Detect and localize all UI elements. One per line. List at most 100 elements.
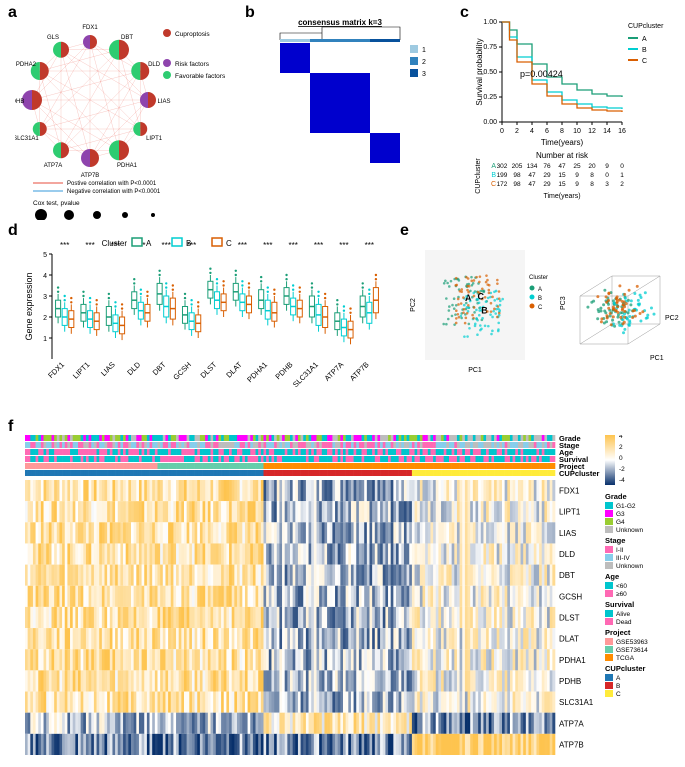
- svg-text:PDHA1: PDHA1: [117, 163, 138, 169]
- svg-text:B: B: [642, 47, 647, 54]
- panel-e-pca: ABCPC1PC2ClusterABCPC1PC2PC3: [405, 235, 680, 405]
- label-f: f: [8, 418, 13, 436]
- svg-text:SLC31A1: SLC31A1: [291, 360, 320, 389]
- label-b: b: [245, 4, 255, 22]
- svg-text:0: 0: [500, 128, 504, 135]
- svg-text:ATP7B: ATP7B: [81, 173, 100, 179]
- svg-text:LIPT1: LIPT1: [559, 508, 581, 517]
- svg-text:Risk factors: Risk factors: [175, 61, 210, 68]
- panel-a-network: FDX1 DBT DLD LIAS LIPT1 PDHA1 ATP7B ATP7A SLC31A…: [15, 15, 225, 220]
- svg-text:C: C: [226, 239, 232, 248]
- svg-text:12: 12: [588, 128, 596, 135]
- svg-text:C: C: [642, 58, 647, 65]
- svg-text:Gene expression: Gene expression: [24, 272, 34, 340]
- svg-text:20: 20: [588, 163, 596, 170]
- svg-text:1.00: 1.00: [483, 19, 497, 26]
- panel-b-consensus: consensus matrix k=3123: [260, 15, 445, 175]
- svg-text:0.00: 0.00: [483, 119, 497, 126]
- svg-text:0.50: 0.50: [483, 69, 497, 76]
- svg-text:29: 29: [543, 172, 551, 179]
- svg-text:PC1: PC1: [650, 355, 664, 362]
- svg-text:PC2: PC2: [410, 298, 417, 312]
- svg-text:consensus matrix k=3: consensus matrix k=3: [298, 18, 382, 27]
- svg-text:***: ***: [339, 241, 348, 250]
- svg-text:3: 3: [605, 181, 609, 188]
- svg-text:FDX1: FDX1: [82, 25, 98, 31]
- svg-text:SLC31A1: SLC31A1: [15, 136, 39, 142]
- svg-text:302: 302: [497, 163, 508, 170]
- svg-text:8: 8: [560, 128, 564, 135]
- svg-text:CUPcluster: CUPcluster: [559, 469, 600, 478]
- svg-text:Cuproptosis: Cuproptosis: [175, 31, 210, 38]
- svg-text:2: 2: [620, 181, 624, 188]
- panel-f-heatmap: GradeStageAgeSurvivalProjectCUPclusterFD…: [20, 435, 670, 760]
- svg-text:CUPcluster: CUPcluster: [628, 23, 664, 30]
- svg-text:Time(years): Time(years): [543, 193, 580, 200]
- svg-text:47: 47: [528, 172, 536, 179]
- svg-text:DBT: DBT: [121, 35, 133, 41]
- svg-text:47: 47: [528, 181, 536, 188]
- svg-text:PDHB: PDHB: [15, 99, 24, 105]
- svg-text:Cox test, pvalue: Cox test, pvalue: [33, 200, 80, 207]
- svg-text:1: 1: [422, 47, 426, 54]
- svg-text:DLD: DLD: [559, 550, 575, 559]
- svg-text:205: 205: [512, 163, 523, 170]
- svg-text:LIPT1: LIPT1: [146, 136, 163, 142]
- svg-text:29: 29: [543, 181, 551, 188]
- svg-text:A: A: [538, 287, 542, 293]
- svg-text:0.75: 0.75: [483, 44, 497, 51]
- svg-text:CUPcluster: CUPcluster: [475, 158, 482, 194]
- svg-text:DLD: DLD: [148, 62, 161, 68]
- panel-c-survival: 02468101214160.000.250.500.751.00p=0.004…: [470, 12, 680, 207]
- svg-text:PDHB: PDHB: [273, 360, 294, 381]
- svg-text:10: 10: [573, 128, 581, 135]
- svg-text:LIPT1: LIPT1: [71, 360, 92, 381]
- svg-text:GCSH: GCSH: [171, 360, 193, 382]
- svg-text:C: C: [491, 181, 496, 188]
- svg-text:2: 2: [422, 59, 426, 66]
- svg-text:4: 4: [530, 128, 534, 135]
- svg-text:LIAS: LIAS: [559, 529, 576, 538]
- svg-text:***: ***: [162, 241, 171, 250]
- svg-text:15: 15: [558, 172, 566, 179]
- svg-text:DLD: DLD: [125, 360, 142, 377]
- svg-text:FDX1: FDX1: [559, 487, 580, 496]
- svg-text:2: 2: [515, 128, 519, 135]
- svg-text:9: 9: [575, 181, 579, 188]
- svg-text:DLAT: DLAT: [224, 360, 244, 380]
- svg-text:Survival probability: Survival probability: [475, 38, 484, 105]
- svg-text:GLS: GLS: [47, 35, 59, 41]
- svg-text:15: 15: [558, 181, 566, 188]
- svg-text:134: 134: [527, 163, 538, 170]
- svg-text:ATP7A: ATP7A: [44, 163, 63, 169]
- svg-text:0.25: 0.25: [483, 94, 497, 101]
- svg-text:98: 98: [513, 181, 521, 188]
- svg-text:14: 14: [603, 128, 611, 135]
- svg-text:A: A: [146, 239, 152, 248]
- svg-text:Postive correlation with P<0.0: Postive correlation with P<0.0001: [67, 181, 157, 187]
- svg-text:0: 0: [620, 163, 624, 170]
- svg-text:0: 0: [605, 172, 609, 179]
- svg-text:FDX1: FDX1: [46, 360, 66, 380]
- svg-text:172: 172: [497, 181, 508, 188]
- svg-text:LIAS: LIAS: [99, 360, 117, 378]
- svg-text:8: 8: [590, 181, 594, 188]
- svg-text:98: 98: [513, 172, 521, 179]
- svg-text:3: 3: [43, 294, 47, 301]
- svg-text:***: ***: [60, 241, 69, 250]
- svg-text:B: B: [186, 239, 191, 248]
- svg-text:8: 8: [590, 172, 594, 179]
- svg-text:9: 9: [575, 172, 579, 179]
- svg-text:DLST: DLST: [559, 614, 580, 623]
- svg-text:C: C: [478, 292, 485, 302]
- svg-text:Favorable factors: Favorable factors: [175, 73, 225, 80]
- svg-text:p=0.00424: p=0.00424: [520, 69, 563, 79]
- svg-text:A: A: [642, 36, 647, 43]
- svg-text:DLST: DLST: [198, 360, 218, 380]
- svg-text:4: 4: [43, 273, 47, 280]
- svg-text:Cluster: Cluster: [529, 275, 548, 281]
- svg-text:Negative correlation with P<0.: Negative correlation with P<0.0001: [67, 189, 161, 195]
- panel-d-boxplot: 12345Gene expression***FDX1***LIPT1***LI…: [20, 232, 390, 407]
- svg-text:LIAS: LIAS: [157, 99, 170, 105]
- svg-text:Time(years): Time(years): [541, 138, 584, 147]
